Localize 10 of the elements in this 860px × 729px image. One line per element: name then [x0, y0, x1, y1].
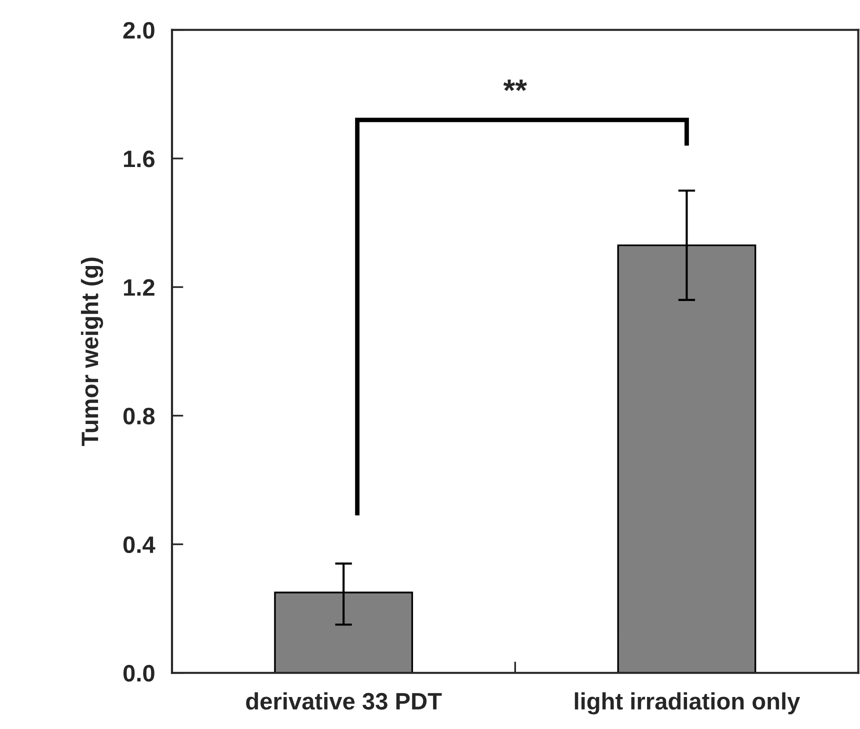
x-tick-label: derivative 33 PDT	[246, 692, 442, 710]
y-tick-label: 1.6	[124, 150, 154, 168]
y-axis-title: Tumor weight (g)	[80, 258, 104, 446]
y-tick-label: 1.2	[124, 279, 154, 296]
y-tick-label: 0.0	[123, 664, 154, 682]
x-tick-label: light irradiation only	[574, 692, 800, 714]
y-tick-label: 0.4	[123, 536, 156, 554]
annotation: **	[503, 80, 527, 92]
y-tick-label: 0.8	[123, 408, 155, 424]
y-tick-label: 2.0	[123, 22, 154, 39]
